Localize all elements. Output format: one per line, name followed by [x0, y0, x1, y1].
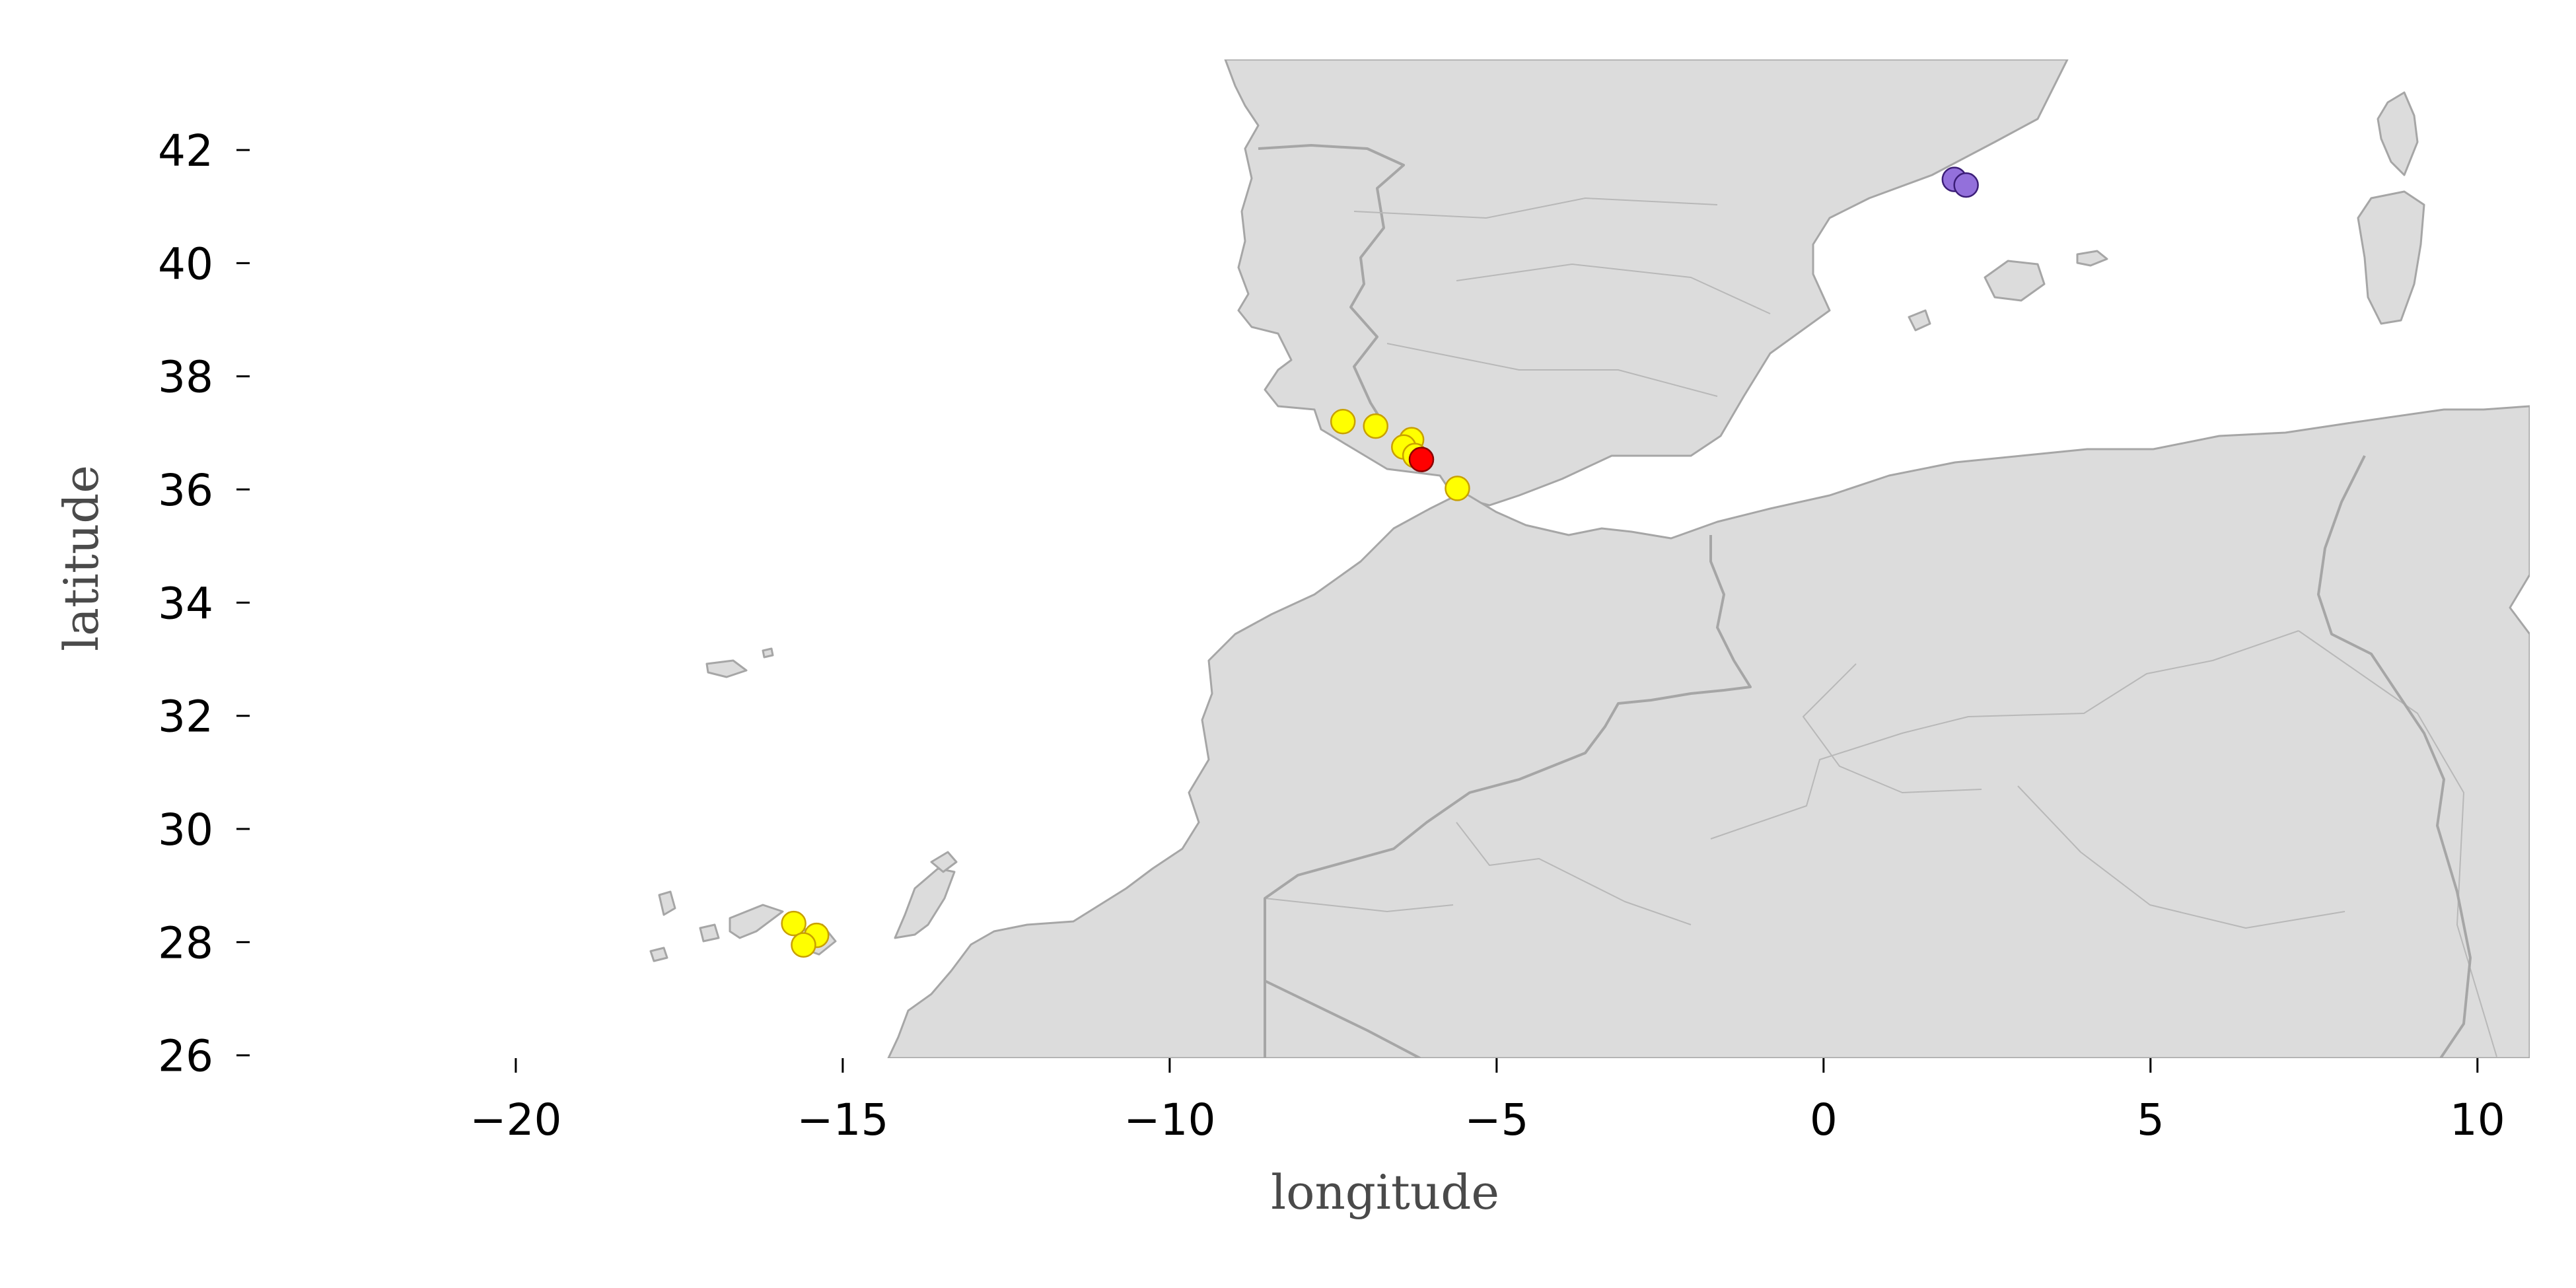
- location-marker: [781, 910, 806, 937]
- mallorca: [1984, 260, 2046, 302]
- iberia-landmass: [1224, 59, 2069, 507]
- x-tick-label: 10: [2450, 1094, 2505, 1145]
- y-tick-label: 28: [158, 917, 213, 968]
- y-tick-label: 30: [158, 805, 213, 855]
- country-borders: [1264, 455, 2472, 1058]
- x-tick-label: 5: [2137, 1094, 2165, 1145]
- location-marker: [1953, 172, 1979, 198]
- location-marker: [1363, 413, 1388, 439]
- x-axis: −20 −15 −10 −5 0 5 10: [470, 1058, 2505, 1145]
- canary-la-palma: [658, 890, 676, 916]
- location-marker: [1408, 447, 1435, 472]
- canary-la-gomera: [699, 923, 720, 943]
- y-tick-label: 26: [158, 1031, 213, 1082]
- canary-tenerife: [729, 904, 784, 939]
- africa-landmass: [887, 405, 2530, 1058]
- x-tick-label: −20: [470, 1094, 561, 1145]
- sardinia: [2357, 190, 2425, 325]
- x-axis-label: longitude: [1271, 1164, 1499, 1220]
- y-tick-label: 36: [158, 465, 213, 516]
- location-marker: [1330, 409, 1356, 435]
- y-tick-label: 42: [158, 125, 213, 176]
- ibiza: [1908, 309, 1931, 332]
- y-axis: 26 28 30 32 34 36 38 40 42: [158, 125, 250, 1082]
- canary-lanzarote: [930, 851, 958, 873]
- map-area: [649, 59, 2530, 1058]
- basemap: [649, 59, 2530, 1058]
- y-tick-label: 34: [158, 578, 213, 629]
- y-axis-label: latitude: [54, 465, 109, 651]
- porto-santo: [762, 647, 774, 659]
- y-tick-label: 38: [158, 352, 213, 403]
- x-tick-label: 0: [1810, 1094, 1838, 1145]
- location-marker: [1445, 476, 1470, 501]
- canary-el-hierro: [649, 947, 668, 962]
- canary-fuerteventura: [894, 867, 956, 939]
- markers-layer: [781, 166, 1979, 958]
- y-tick-label: 40: [158, 238, 213, 289]
- portugal-border: [1258, 144, 1405, 431]
- menorca: [2076, 250, 2108, 267]
- x-tick-label: −10: [1124, 1094, 1215, 1145]
- location-marker: [791, 932, 816, 958]
- y-tick-label: 32: [158, 692, 213, 742]
- x-tick-label: −15: [797, 1094, 888, 1145]
- madeira: [705, 659, 748, 678]
- x-tick-label: −5: [1464, 1094, 1528, 1145]
- corsica: [2377, 91, 2419, 176]
